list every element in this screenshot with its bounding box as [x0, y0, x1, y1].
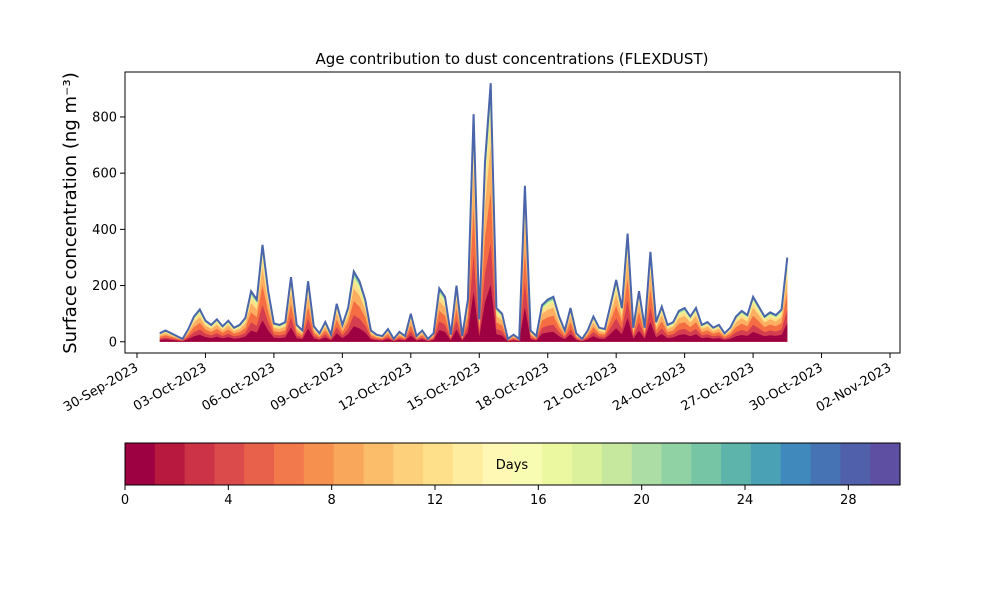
y-tick-label: 600 [92, 167, 117, 182]
x-tick-label: 30-Oct-2023 [747, 360, 825, 414]
colorbar-swatch [452, 443, 484, 485]
colorbar-swatch [750, 443, 782, 485]
colorbar-swatch [542, 443, 573, 485]
colorbar-swatch [363, 443, 394, 485]
x-tick-label: 03-Oct-2023 [131, 360, 209, 414]
colorbar-swatch [154, 443, 186, 485]
colorbar-swatch [244, 443, 275, 485]
chart-title: Age contribution to dust concentrations … [316, 50, 709, 68]
colorbar: Days 0 4 8 12 16 20 24 28 [121, 442, 901, 508]
total-concentration-line [159, 83, 789, 341]
y-tick-label: 0 [109, 335, 117, 350]
x-tick-label: 06-Oct-2023 [200, 360, 278, 414]
colorbar-swatch [780, 443, 812, 485]
colorbar-swatch [482, 443, 514, 485]
colorbar-swatch [870, 443, 901, 485]
x-tick-label: 27-Oct-2023 [679, 360, 757, 414]
colorbar-swatch [691, 443, 722, 485]
colorbar-tick-label: 12 [427, 493, 444, 508]
colorbar-swatch [393, 443, 424, 485]
x-tick-label: 24-Oct-2023 [610, 360, 688, 414]
x-tick-label: 12-Oct-2023 [336, 360, 414, 414]
colorbar-swatch [125, 443, 156, 485]
colorbar-swatch [184, 443, 216, 485]
x-axis-ticks: 30-Sep-202303-Oct-202306-Oct-202309-Oct-… [61, 353, 894, 415]
y-tick-label: 200 [92, 279, 117, 294]
colorbar-swatch [423, 443, 454, 485]
colorbar-tick-label: 24 [737, 493, 754, 508]
x-tick-label: 02-Nov-2023 [814, 360, 894, 415]
colorbar-swatch [303, 443, 335, 485]
colorbar-swatch [274, 443, 305, 485]
x-tick-label: 18-Oct-2023 [473, 360, 551, 414]
colorbar-tick-label: 0 [121, 493, 129, 508]
colorbar-frame [124, 442, 901, 486]
y-axis-label: Surface concentration (ng m⁻³) [60, 72, 81, 354]
y-tick-label: 800 [92, 110, 117, 125]
colorbar-swatch [333, 443, 365, 485]
x-tick-label: 30-Sep-2023 [61, 360, 141, 415]
y-axis-ticks: 0 200 400 600 800 [92, 110, 125, 350]
x-tick-label: 15-Oct-2023 [405, 360, 483, 414]
age-layer-area [159, 284, 788, 342]
colorbar-swatch [661, 443, 692, 485]
y-tick-label: 400 [92, 223, 117, 238]
colorbar-swatch [810, 443, 841, 485]
colorbar-swatch [601, 443, 633, 485]
colorbar-label: Days [496, 458, 529, 473]
colorbar-tick-label: 8 [328, 493, 336, 508]
colorbar-swatch [572, 443, 603, 485]
colorbar-tick-label: 28 [840, 493, 857, 508]
age-stacked-areas [159, 83, 788, 342]
colorbar-tick-label: 16 [530, 493, 547, 508]
colorbar-tick-label: 20 [633, 493, 650, 508]
x-tick-label: 21-Oct-2023 [542, 360, 620, 414]
colorbar-swatch [631, 443, 663, 485]
colorbar-swatch [512, 443, 543, 485]
colorbar-tick-label: 4 [224, 493, 232, 508]
x-tick-label: 09-Oct-2023 [268, 360, 346, 414]
colorbar-swatch [721, 443, 752, 485]
colorbar-swatch [214, 443, 245, 485]
plot-frame [124, 71, 901, 354]
colorbar-swatch [840, 443, 871, 485]
